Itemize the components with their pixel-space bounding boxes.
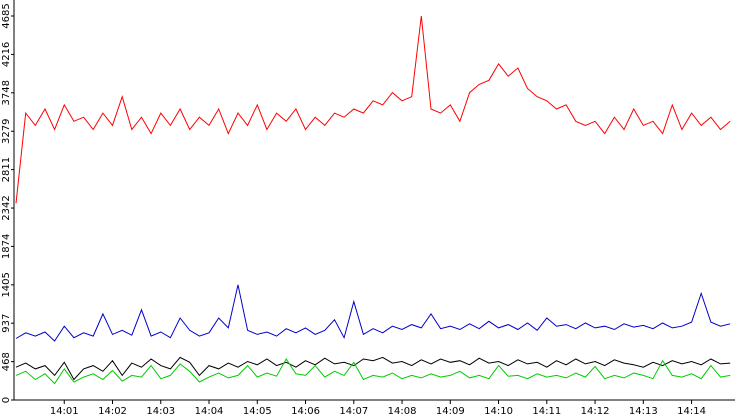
series-line [15, 356, 731, 381]
x-tick-label: 14:06 [291, 406, 320, 415]
y-tick-label: 1874 [1, 234, 12, 259]
x-tick-label: 14:02 [98, 406, 127, 415]
y-tick-label: 3279 [1, 119, 12, 144]
y-tick-label: 937 [1, 314, 12, 333]
y-tick-label: 2811 [1, 157, 12, 182]
series-line [15, 358, 731, 385]
x-tick-label: 14:14 [677, 406, 706, 415]
x-tick-label: 14:13 [629, 406, 658, 415]
series-line [15, 15, 731, 204]
x-tick-label: 14:08 [388, 406, 417, 415]
y-tick-label: 4685 [1, 3, 12, 28]
y-tick-label: 2342 [1, 195, 12, 220]
y-tick-label: 468 [1, 352, 12, 371]
x-tick-label: 14:12 [581, 406, 610, 415]
y-tick-label: 1405 [1, 272, 12, 297]
x-tick-label: 14:05 [243, 406, 272, 415]
x-tick-label: 14:09 [436, 406, 465, 415]
y-tick-label: 0 [1, 397, 12, 403]
x-tick-label: 14:04 [195, 406, 224, 415]
y-tick-label: 3748 [1, 80, 12, 105]
x-tick-label: 14:01 [50, 406, 79, 415]
x-tick-label: 14:10 [484, 406, 513, 415]
y-tick-label: 4216 [1, 42, 12, 67]
x-tick-label: 14:07 [339, 406, 368, 415]
series-line [15, 284, 731, 342]
x-tick-label: 14:11 [532, 406, 561, 415]
x-tick-label: 14:03 [146, 406, 175, 415]
